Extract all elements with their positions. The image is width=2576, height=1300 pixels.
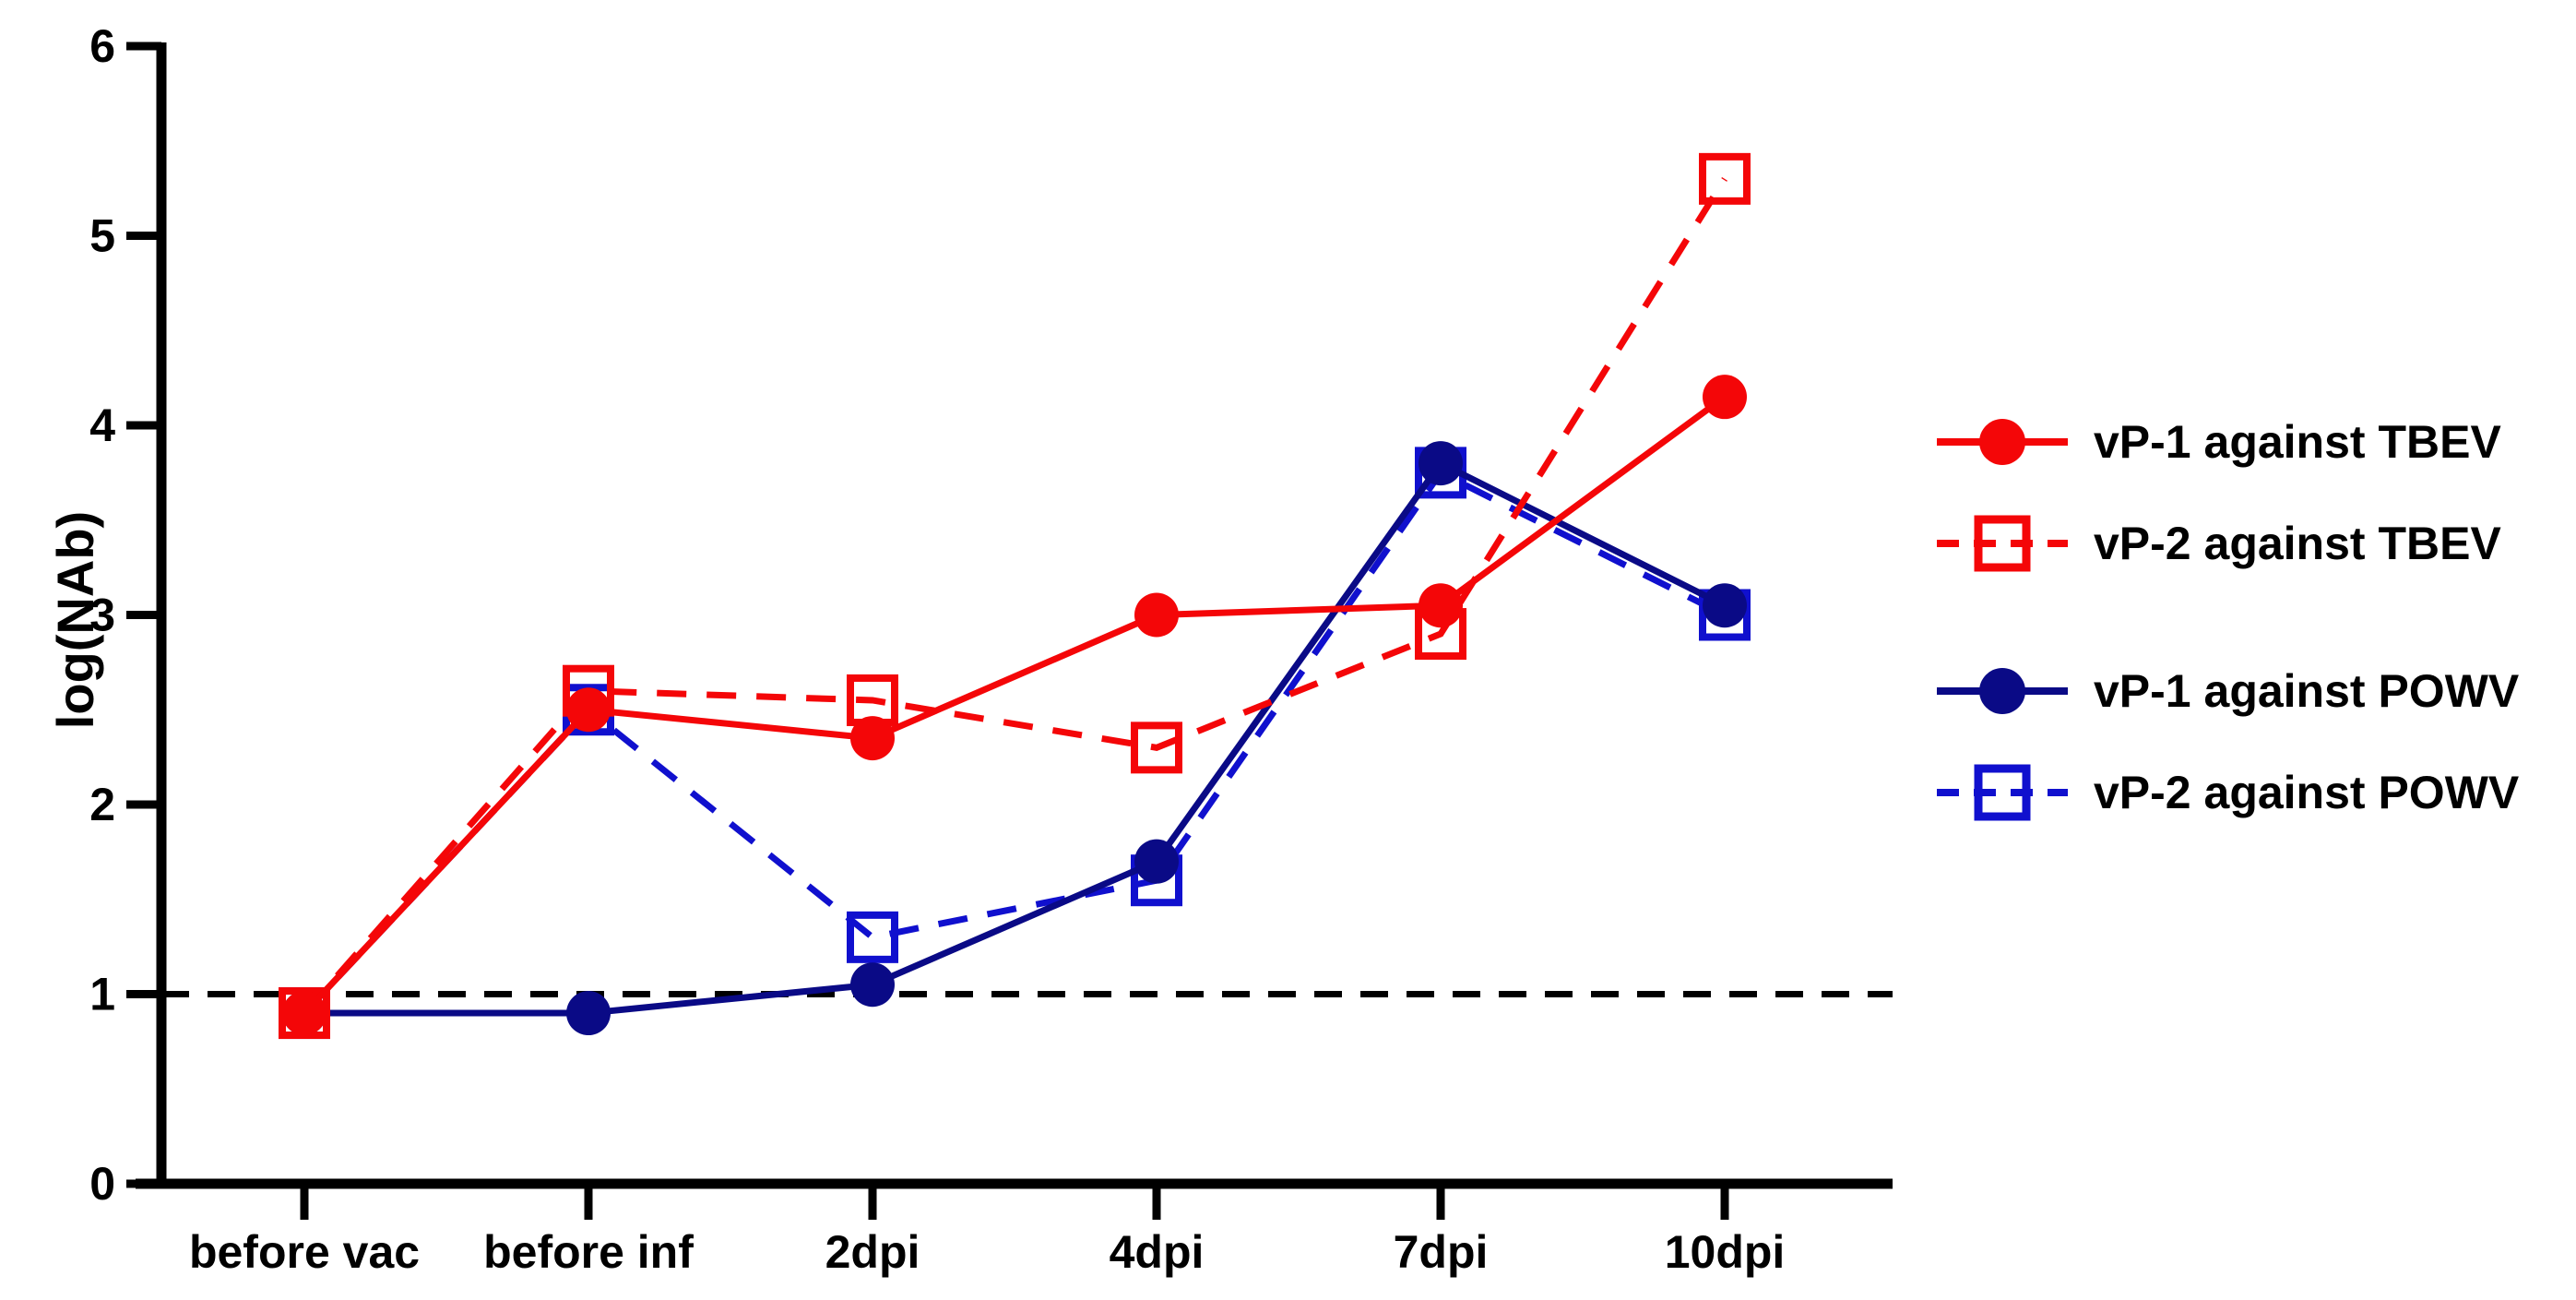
x-tick-label: 2dpi: [825, 1226, 920, 1278]
data-point-filled-circle: [1419, 583, 1463, 628]
data-point-filled-circle: [566, 991, 611, 1036]
x-tick-label: before inf: [483, 1226, 694, 1278]
x-tick-label: 10dpi: [1665, 1226, 1786, 1278]
legend-label: vP-1 against POWV: [2094, 665, 2520, 717]
legend-marker-filled-circle-icon: [1937, 419, 2068, 465]
data-point-open-square: [847, 911, 898, 963]
legend-marker-filled-circle-icon: [1937, 668, 2068, 714]
legend-label: vP-1 against TBEV: [2094, 416, 2501, 468]
y-tick-label: 1: [89, 969, 115, 1020]
legend-item: vP-2 against TBEV: [1933, 493, 2519, 594]
x-tick-label: before vac: [189, 1226, 420, 1278]
data-point-filled-circle: [566, 687, 611, 733]
legend-item: vP-2 against POWV: [1933, 742, 2519, 843]
series-line: [302, 468, 1727, 1016]
y-tick-label: 2: [89, 779, 115, 830]
data-point-filled-circle: [1134, 592, 1179, 638]
y-axis-title: log(NAb): [46, 510, 104, 730]
legend-marker-open-square-icon: [1937, 515, 2068, 572]
data-point-filled-circle: [1419, 441, 1463, 486]
data-point-filled-circle: [1703, 583, 1747, 628]
series-line: [302, 176, 1727, 1016]
legend-label: vP-2 against POWV: [2094, 767, 2520, 818]
legend-label: vP-2 against TBEV: [2094, 518, 2501, 569]
x-tick-label: 4dpi: [1110, 1226, 1205, 1278]
series-line: [304, 459, 1727, 1017]
legend: vP-1 against TBEV vP-2 against TBEV vP-1…: [1933, 391, 2519, 843]
data-point-filled-circle: [1703, 375, 1747, 420]
x-tick-label: 7dpi: [1394, 1226, 1489, 1278]
data-point-filled-circle: [1134, 839, 1179, 884]
y-tick-label: 5: [89, 210, 115, 262]
data-point-filled-circle: [850, 716, 895, 761]
y-tick-label: 3: [89, 590, 115, 641]
data-point-open-square: [1131, 722, 1182, 774]
data-point-filled-circle: [282, 991, 326, 1036]
y-tick-label: 0: [89, 1158, 115, 1210]
data-point-open-square: [1699, 152, 1751, 205]
data-point-filled-circle: [850, 962, 895, 1008]
legend-item: vP-1 against TBEV: [1933, 391, 2519, 493]
y-tick-label: 4: [89, 400, 115, 451]
legend-marker-open-square-icon: [1937, 764, 2068, 821]
y-tick-label: 6: [89, 20, 115, 72]
series-line: [302, 394, 1727, 1016]
legend-item: vP-1 against POWV: [1933, 640, 2519, 742]
